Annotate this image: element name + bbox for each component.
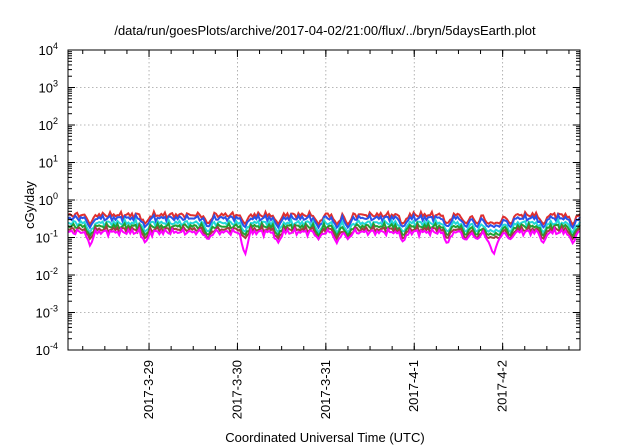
x-tick-label: 2017-4-1 xyxy=(406,360,421,412)
y-tick-label: 10-1 xyxy=(36,229,58,246)
x-axis: 2017-3-29 2017-3-30 2017-3-31 2017-4-1 2017-… xyxy=(82,50,570,419)
y-tick-label: 101 xyxy=(39,154,58,171)
y-tick-label: 100 xyxy=(39,191,58,208)
series-line-2 xyxy=(67,212,581,230)
series-line-3 xyxy=(67,217,581,235)
grid xyxy=(68,50,580,350)
x-tick-label: 2017-3-29 xyxy=(141,360,156,419)
y-tick-label: 102 xyxy=(39,116,58,133)
series-line-4 xyxy=(67,220,581,238)
y-tick-label: 10-3 xyxy=(36,304,58,321)
y-axis: 10-4 10-3 10-2 10-1 100 101 102 103 104 xyxy=(36,41,580,358)
x-tick-label: 2017-4-2 xyxy=(495,360,510,412)
y-tick-label: 103 xyxy=(39,79,58,96)
x-tick-label: 2017-3-30 xyxy=(229,360,244,419)
series-line-6 xyxy=(67,225,581,257)
y-tick-label: 104 xyxy=(39,41,58,58)
x-tick-label: 2017-3-31 xyxy=(318,360,333,419)
series-group xyxy=(67,208,581,257)
y-tick-label: 10-2 xyxy=(36,266,58,283)
y-tick-label: 10-4 xyxy=(36,341,58,358)
y-axis-label: cGy/day xyxy=(22,181,37,229)
chart-title: /data/run/goesPlots/archive/2017-04-02/2… xyxy=(114,23,536,38)
x-axis-label: Coordinated Universal Time (UTC) xyxy=(225,430,424,445)
